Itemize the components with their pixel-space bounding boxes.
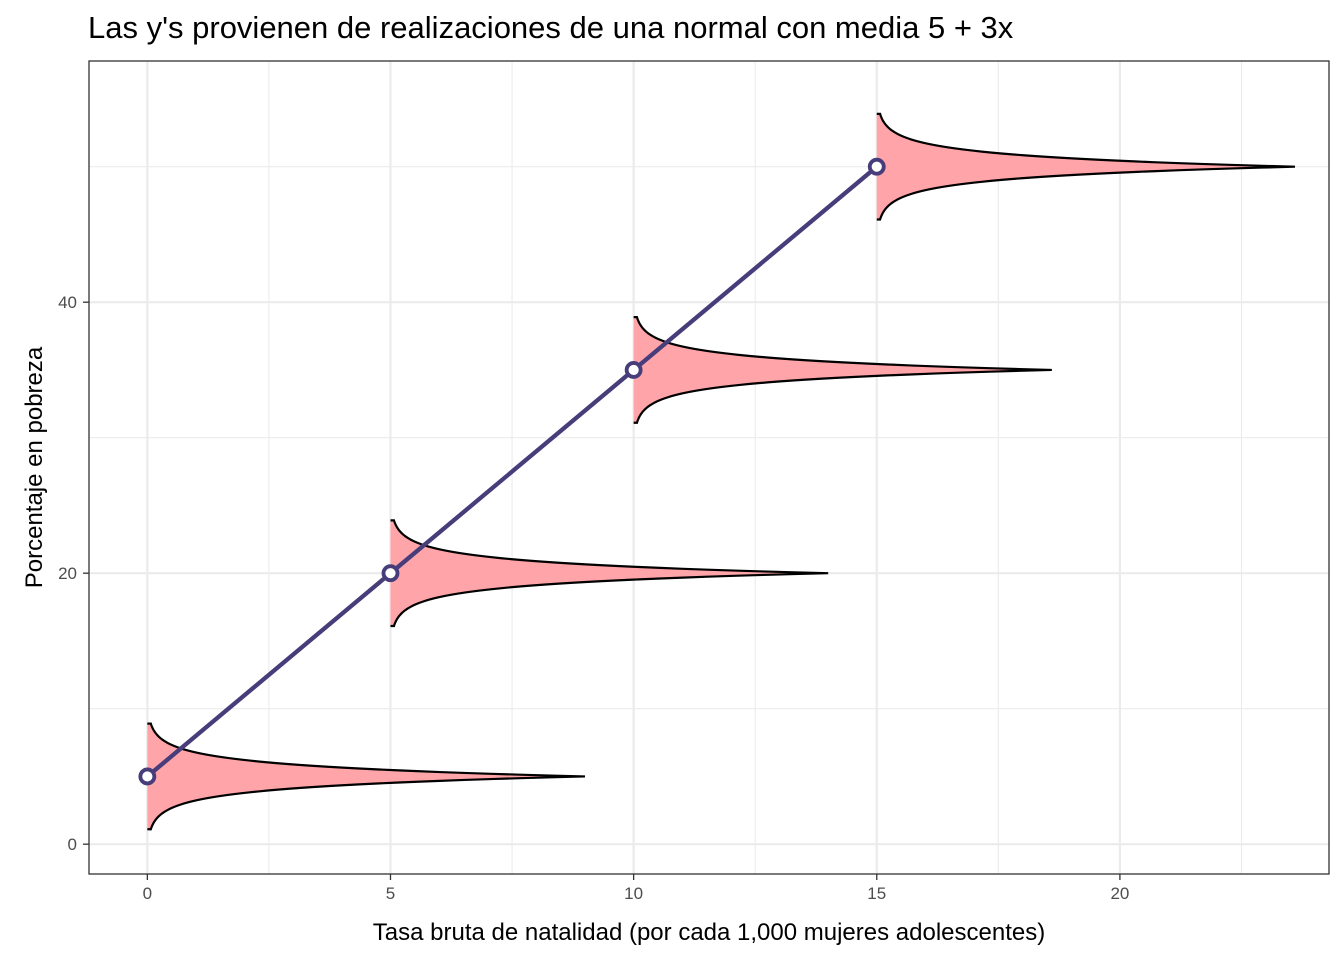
density-fill (390, 520, 829, 627)
density-curves (147, 112, 1295, 831)
regression-line (138, 157, 886, 786)
density-curve (147, 722, 586, 831)
x-tick-label: 0 (143, 884, 152, 903)
density-curve (876, 112, 1295, 221)
density-fill (633, 317, 1052, 423)
x-tick-label: 15 (867, 884, 886, 903)
y-axis-label: Porcentaje en pobreza (21, 346, 48, 588)
y-tick-label: 0 (68, 835, 77, 854)
x-axis-label: Tasa bruta de natalidad (por cada 1,000 … (373, 919, 1045, 946)
density-fill (876, 113, 1295, 220)
y-tick-label: 20 (58, 564, 77, 583)
data-point (381, 564, 400, 583)
density-fill (147, 723, 585, 830)
major-gridlines (89, 61, 1329, 874)
y-tick-label: 40 (58, 293, 77, 312)
x-tick-label: 5 (386, 884, 395, 903)
density-curve (390, 519, 829, 628)
chart-title: Las y's provienen de realizaciones de un… (88, 10, 1014, 45)
x-tick-label: 10 (624, 884, 643, 903)
axes: 0 5 10 15 20 0 20 40 (58, 293, 1129, 903)
x-tick-label: 20 (1110, 884, 1129, 903)
series-line (145, 165, 879, 779)
data-point (624, 361, 643, 379)
data-point (138, 767, 157, 786)
minor-gridlines (89, 61, 1329, 874)
panel-border (88, 60, 1330, 875)
data-point (867, 157, 886, 176)
density-curve (633, 315, 1052, 424)
